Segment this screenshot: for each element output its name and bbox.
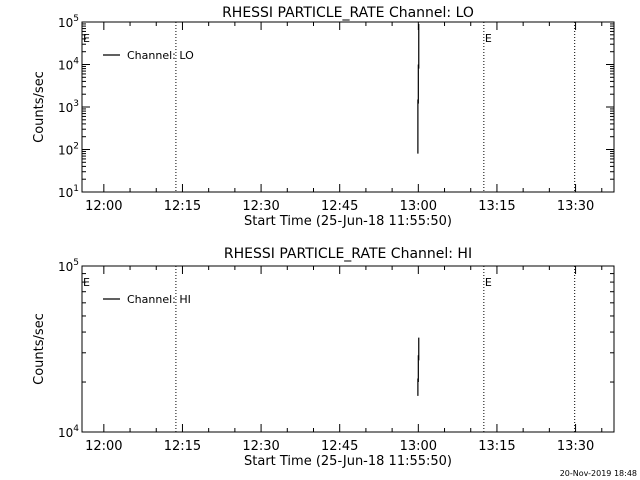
x-tick-label: 13:15: [478, 199, 515, 214]
x-tick-label: 12:45: [321, 439, 358, 454]
chart-title: RHESSI PARTICLE_RATE Channel: LO: [222, 5, 474, 21]
chart-panel-1: RHESSI PARTICLE_RATE Channel: LO 101 102 10…: [32, 5, 615, 229]
y-tick-label: 105: [58, 14, 79, 30]
x-tick-label: 13:30: [557, 439, 594, 454]
y-axis-label: Counts/sec: [32, 313, 47, 385]
chart-panel-2: RHESSI PARTICLE_RATE Channel: HI 104 105 12…: [32, 246, 615, 469]
y-tick-label: 104: [58, 424, 79, 440]
x-tick-label: 12:00: [85, 439, 122, 454]
y-tick-label: 105: [58, 258, 79, 274]
x-tick-label: 12:15: [164, 199, 201, 214]
event-line-label: E: [485, 276, 492, 289]
x-tick-label: 12:00: [85, 199, 122, 214]
x-axis-label: Start Time (25-Jun-18 11:55:50): [244, 454, 452, 469]
footer-timestamp: 20-Nov-2019 18:48: [560, 469, 637, 478]
x-tick-label: 12:15: [164, 439, 201, 454]
corner-label: E: [83, 276, 90, 289]
y-tick-label: 103: [58, 99, 79, 115]
series-line-1: [417, 23, 420, 154]
x-tick-label: 12:30: [242, 439, 279, 454]
legend-label: Channel: HI: [127, 293, 191, 306]
x-tick-label: 13:00: [400, 199, 437, 214]
x-tick-label: 12:30: [242, 199, 279, 214]
x-tick-label: 12:45: [321, 199, 358, 214]
chart-title: RHESSI PARTICLE_RATE Channel: HI: [224, 246, 472, 262]
plot-frame: [81, 265, 615, 433]
y-tick-label: 104: [58, 57, 79, 73]
y-tick-label: 101: [58, 184, 79, 200]
x-axis-label: Start Time (25-Jun-18 11:55:50): [244, 214, 452, 229]
x-tick-label: 13:15: [478, 439, 515, 454]
y-tick-label: 102: [58, 142, 79, 158]
event-line-label: E: [485, 32, 492, 45]
corner-label: E: [83, 32, 90, 45]
legend-label: Channel: LO: [127, 49, 194, 62]
x-tick-label: 13:00: [400, 439, 437, 454]
x-tick-label: 13:30: [557, 199, 594, 214]
plots-group: RHESSI PARTICLE_RATE Channel: LO 101 102 10…: [32, 5, 615, 469]
series-line-1: [417, 337, 420, 396]
y-axis-label: Counts/sec: [32, 71, 47, 143]
